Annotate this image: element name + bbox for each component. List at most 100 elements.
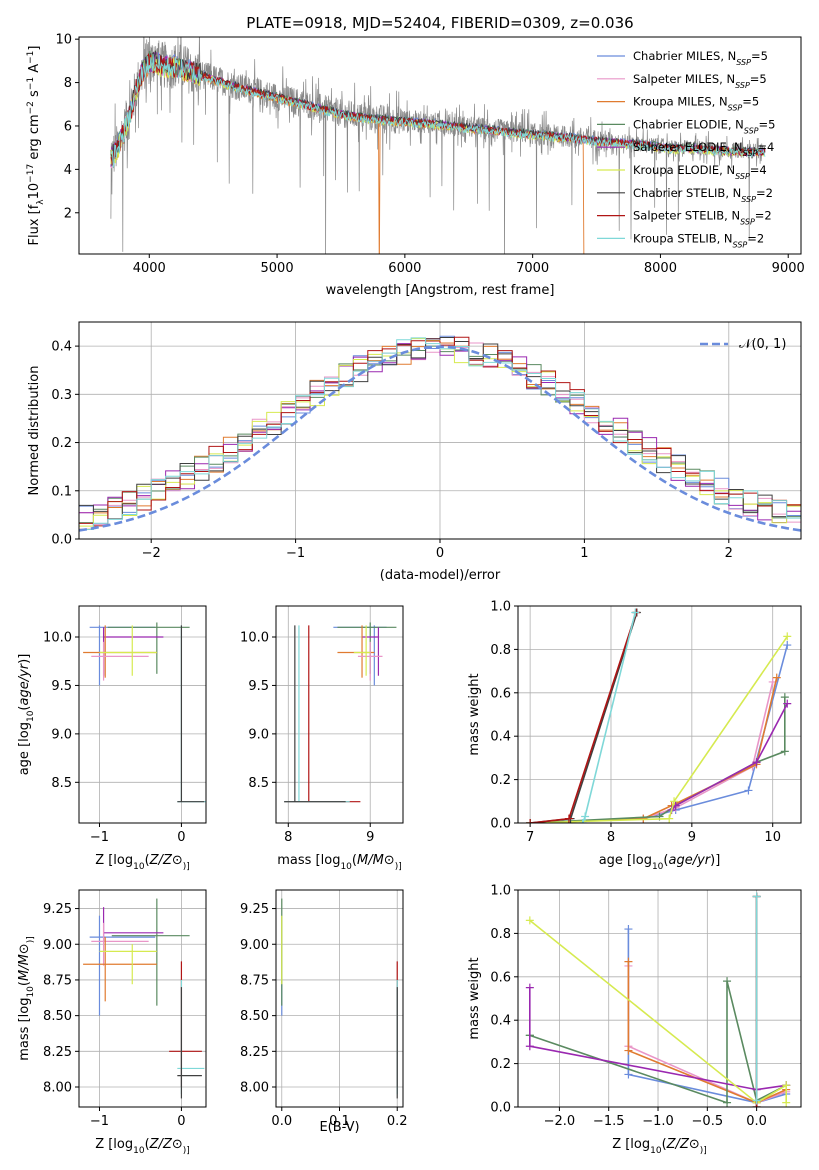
weight-marker	[780, 747, 789, 756]
weight-marker	[564, 814, 573, 823]
x-axis-label: Z [log10(Z/Z⊙)]	[612, 1137, 707, 1156]
x-axis-label-part: 10	[652, 862, 664, 872]
weight-line	[530, 681, 774, 823]
x-tick-label: 0	[177, 830, 185, 845]
x-axis-label-part: age [log	[599, 853, 652, 868]
legend-label-sub: SSP	[744, 126, 759, 135]
x-axis-label: age [log10(age/yr)]	[599, 853, 721, 872]
y-tick-label: 8.5	[248, 776, 269, 791]
y-tick-label: 1.0	[490, 884, 511, 899]
axes-frame	[517, 889, 802, 1108]
y-axis-label: mass [log10(M/M⊙)]	[17, 936, 36, 1060]
axes-frame	[78, 889, 207, 1108]
legend-label-main: Salpeter STELIB, N	[633, 209, 740, 223]
axes-mass_vs_ebv: 0.0 0.1 0.2 8.00 8.25 8.50 8.75 9.00 9.25 E(B-V)	[240, 889, 408, 1135]
weight-marker	[783, 641, 792, 650]
weight-marker	[525, 916, 534, 925]
legend-label: Kroupa ELODIE, NSSP=4	[633, 163, 767, 181]
legend-label-tail: =2	[755, 209, 772, 223]
y-tick-label: 0.2	[490, 773, 511, 788]
y-axis-label: age [log10(age/yr)]	[17, 654, 36, 776]
x-tick-label: −2	[142, 546, 161, 561]
legend-label-sub: SSP	[743, 149, 758, 158]
legend-label: Salpeter ELODIE, NSSP=4	[633, 140, 774, 158]
plot-area	[281, 898, 398, 1099]
x-axis-label-part: (	[145, 853, 150, 868]
x-tick-label: 8	[284, 830, 292, 845]
legend-label-tail: =2	[756, 186, 773, 200]
y-axis-label-part: erg cm	[27, 114, 42, 163]
x-axis-label-part: 10	[650, 1146, 662, 1156]
tick-group: −2.0 −1.5 −1.0 −0.5 0.0 0.0 0.2 0.4 0.6 0.8 1.0	[490, 884, 767, 1130]
x-tick-label: 9	[688, 830, 696, 845]
x-axis-label-part: (	[352, 853, 357, 868]
axes-residuals: −2 −1 0 1 2 0.0 0.1 0.2 0.3 0.4 𝒩(0, 1) (data-model…	[27, 321, 802, 583]
weight-line	[529, 919, 788, 1104]
weight-marker	[578, 819, 587, 823]
x-axis-label-part: (	[663, 853, 668, 868]
legend-label-tail: =4	[757, 140, 774, 154]
weight-marker	[525, 983, 534, 992]
x-tick-label: 4000	[133, 261, 166, 276]
y-axis-label-part: age/yr	[17, 662, 32, 705]
y-tick-label: 8.25	[43, 1045, 72, 1060]
x-tick-label: −1.0	[642, 1114, 674, 1129]
legend-label: Chabrier ELODIE, NSSP=5	[633, 117, 775, 135]
y-tick-label: 10.0	[43, 631, 72, 646]
x-tick-label: −1	[90, 1114, 109, 1129]
x-axis-label-part: Z [log	[612, 1137, 650, 1152]
y-tick-label: 8.75	[240, 973, 269, 988]
x-axis-label-part: )]	[700, 1146, 707, 1156]
plot-area	[79, 335, 801, 532]
weight-marker	[752, 892, 761, 901]
y-tick-label: 8	[64, 76, 72, 91]
x-axis-label-part: 10	[340, 862, 352, 872]
weight-line	[530, 677, 778, 823]
weight-marker	[624, 1070, 633, 1079]
x-tick-label: −2.0	[544, 1114, 576, 1129]
legend-label-tail: =4	[750, 163, 767, 177]
x-tick-label: 10	[764, 830, 781, 845]
y-tick-label: 8.50	[43, 1009, 72, 1024]
y-axis-label-part: 10	[27, 183, 42, 200]
axes-age_vs_mass: 8 9 8.5 9.0 9.5 10.0 mass [log10(M/M⊙)]	[240, 605, 404, 872]
legend-label-sub: SSP	[728, 103, 743, 112]
legend-label-sub: SSP	[735, 172, 750, 181]
y-axis-label: Normed distribution	[27, 366, 42, 496]
tick-group: −1 0 8.5 9.0 9.5 10.0	[43, 631, 186, 846]
weight-marker	[782, 1081, 791, 1090]
y-tick-label: 8.50	[240, 1009, 269, 1024]
y-axis-label-part: )]	[26, 936, 36, 943]
x-axis-label-part: age/yr	[668, 853, 711, 868]
tick-group: −2 −1 0 1 2 0.0 0.1 0.2 0.3 0.4	[51, 340, 733, 561]
axes-frame	[78, 36, 802, 255]
x-tick-label: 2	[725, 546, 733, 561]
grid-lines	[518, 605, 801, 824]
y-tick-label: 0.6	[490, 686, 511, 701]
y-tick-label: 9.0	[248, 727, 269, 742]
y-tick-label: 0.8	[490, 927, 511, 942]
x-axis-label-part: Z [log	[95, 853, 133, 868]
axes-frame	[275, 605, 404, 824]
x-tick-label: 7	[526, 830, 534, 845]
y-tick-label: 10	[55, 33, 72, 48]
x-tick-label: 5000	[261, 261, 294, 276]
plot-area	[83, 898, 205, 1099]
y-axis-label-part: −1	[26, 51, 36, 64]
y-tick-label: 0.2	[51, 436, 72, 451]
grid-lines	[79, 606, 206, 823]
x-axis-label-part: Z/Z	[149, 853, 173, 868]
x-axis-label-part: ⊙	[172, 1137, 183, 1152]
figure-title: PLATE=0918, MJD=52404, FIBERID=0309, z=0…	[246, 14, 633, 32]
y-tick-label: 9.5	[51, 679, 72, 694]
legend-label-main: Chabrier MILES, N	[633, 49, 736, 63]
x-axis-label-part: 10	[133, 862, 145, 872]
grid-lines	[276, 890, 403, 1107]
weight-marker	[526, 819, 535, 823]
y-tick-label: 0.0	[490, 1101, 511, 1116]
plot-area	[526, 608, 792, 823]
y-axis-label-part: age [log	[17, 722, 32, 775]
y-tick-label: 0.8	[490, 643, 511, 658]
